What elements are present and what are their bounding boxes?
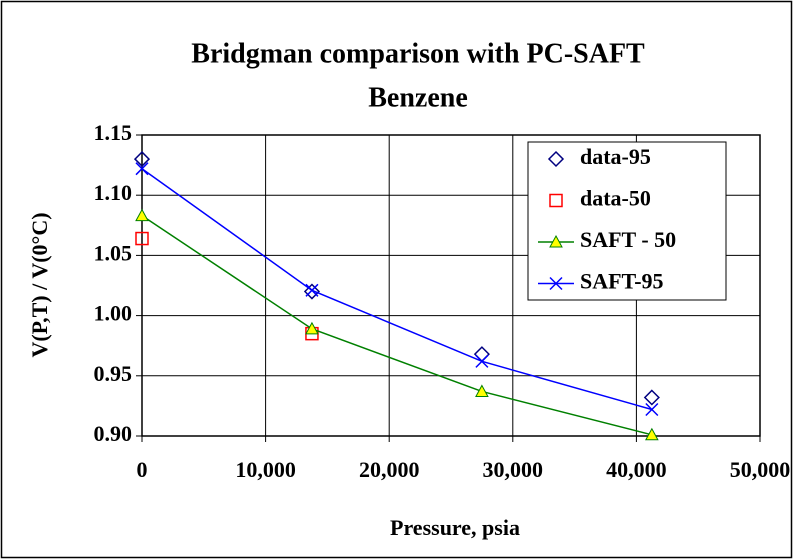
x-tick-label: 0 (137, 457, 148, 482)
y-tick-label: 1.05 (94, 240, 133, 265)
legend-marker (549, 193, 563, 208)
series-line (141, 215, 653, 436)
legend-marker (549, 276, 563, 291)
y-tick-label: 0.95 (94, 361, 133, 386)
x-tick-label: 30,000 (483, 457, 544, 482)
x-tick-label: 20,000 (359, 457, 420, 482)
marker (135, 231, 149, 246)
marker (135, 162, 149, 176)
marker (133, 151, 151, 168)
y-tick-label: 1.00 (94, 301, 133, 326)
chart-subtitle: Benzene (368, 82, 468, 113)
marker (303, 283, 321, 300)
marker (305, 321, 319, 335)
marker (475, 384, 489, 397)
chart-title: Bridgman comparison with PC-SAFT (191, 38, 645, 69)
y-tick-label: 0.90 (94, 421, 133, 446)
legend-marker (547, 150, 565, 168)
x-tick-label: 50,000 (730, 457, 791, 482)
y-tick-label: 1.10 (94, 180, 133, 205)
x-tick-label: 10,000 (235, 457, 296, 482)
x-axis-label: Pressure, psia (390, 515, 520, 540)
y-tick-label: 1.15 (94, 120, 133, 145)
marker (645, 402, 659, 417)
legend-label: SAFT - 50 (580, 227, 676, 252)
y-axis-label: V(P,T) / V(0°C) (27, 212, 52, 357)
marker (645, 427, 659, 441)
marker (643, 389, 660, 406)
marker (475, 354, 489, 368)
legend-label: SAFT-95 (580, 269, 664, 294)
legend-label: data-95 (580, 144, 651, 169)
series-line (141, 168, 653, 411)
marker (135, 208, 149, 222)
x-tick-label: 40,000 (606, 457, 667, 482)
legend-box (527, 141, 727, 301)
legend-label: data-50 (580, 186, 651, 211)
legend-marker (549, 234, 563, 248)
marker (305, 283, 319, 297)
